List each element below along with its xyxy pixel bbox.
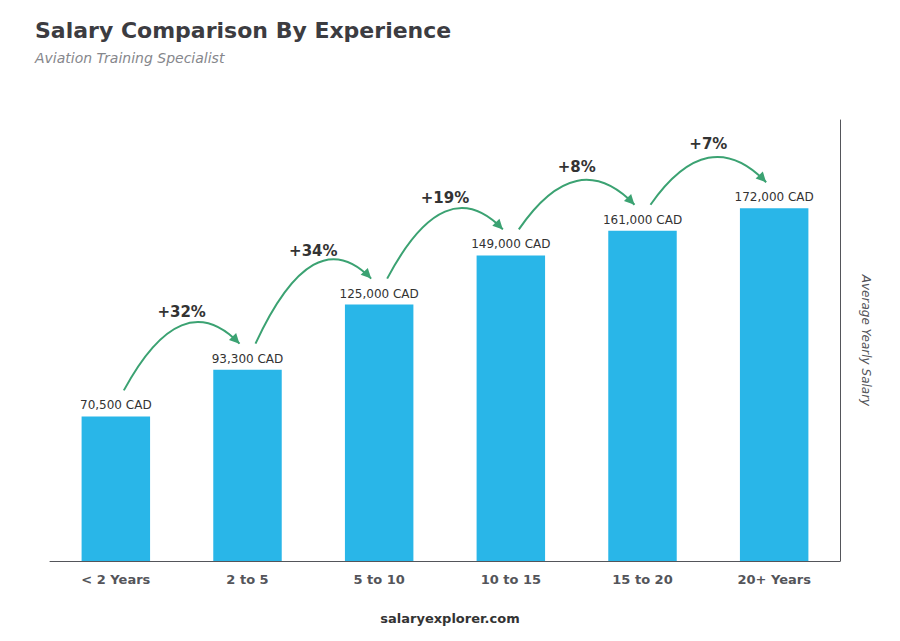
svg-text:161,000 CAD: 161,000 CAD [603, 213, 682, 227]
svg-text:125,000 CAD: 125,000 CAD [340, 287, 419, 301]
svg-text:Aviation Training Specialist: Aviation Training Specialist [34, 50, 225, 66]
svg-text:20+ Years: 20+ Years [737, 572, 811, 587]
svg-text:10 to 15: 10 to 15 [481, 572, 541, 587]
svg-text:149,000 CAD: 149,000 CAD [471, 237, 550, 251]
svg-text:+34%: +34% [289, 242, 337, 260]
svg-text:5 to 10: 5 to 10 [353, 572, 404, 587]
svg-text:+19%: +19% [421, 189, 469, 207]
svg-text:+32%: +32% [157, 303, 205, 321]
svg-text:salaryexplorer.com: salaryexplorer.com [380, 611, 519, 626]
svg-text:93,300 CAD: 93,300 CAD [212, 352, 284, 366]
svg-text:70,500 CAD: 70,500 CAD [80, 398, 152, 412]
svg-text:2 to 5: 2 to 5 [226, 572, 268, 587]
svg-text:Average Yearly Salary: Average Yearly Salary [859, 274, 873, 407]
svg-text:Salary Comparison By Experienc: Salary Comparison By Experience [35, 18, 451, 43]
svg-text:15 to 20: 15 to 20 [612, 572, 672, 587]
svg-text:+7%: +7% [689, 135, 727, 153]
svg-text:+8%: +8% [558, 158, 596, 176]
svg-text:172,000 CAD: 172,000 CAD [735, 190, 814, 204]
svg-text:< 2 Years: < 2 Years [81, 572, 150, 587]
